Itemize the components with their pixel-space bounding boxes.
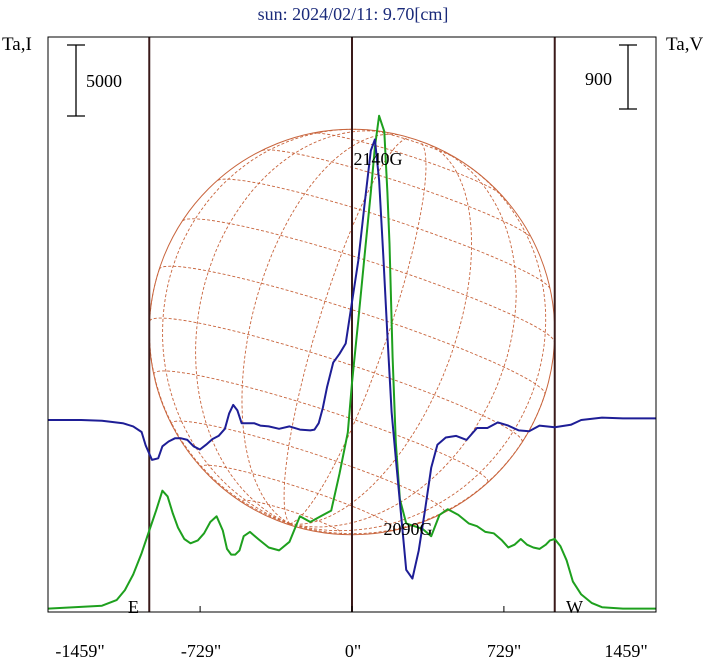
x-tick-label: 0" (345, 641, 361, 661)
x-tick-label: 1459" (604, 641, 647, 661)
data-series (47, 114, 656, 610)
annotations: 2140G 2090G (354, 149, 433, 539)
parallel-line (182, 218, 555, 342)
series-line-polarization (48, 138, 656, 580)
east-label: E (128, 597, 139, 617)
x-tick-label: -729" (181, 641, 221, 661)
parallel-line (367, 129, 459, 160)
y-right-label: Ta,V (666, 34, 703, 55)
scale-right-label: 900 (585, 69, 612, 89)
meridian-line (289, 144, 473, 525)
x-axis-ticks: -1459" -729" 0" 729" 1459" (47, 606, 657, 661)
parallel-line (312, 132, 502, 195)
scale-bar-right (619, 44, 637, 110)
annotation-label: 2090G (384, 519, 433, 539)
meridian-line (289, 151, 517, 528)
annotation-label: 2140G (354, 149, 403, 169)
x-tick-label: 729" (487, 641, 521, 661)
parallel-line (201, 464, 395, 532)
parallel-line (171, 420, 445, 514)
x-tick-label: -1459" (55, 641, 104, 661)
meridian-line (289, 165, 547, 532)
west-label: W (566, 597, 583, 617)
parallel-line (241, 499, 343, 535)
meridian-line (162, 128, 357, 525)
parallel-line (262, 149, 532, 239)
chart-title: sun: 2024/02/11: 9.70[cm] (258, 4, 449, 24)
y-left-label: Ta,I (2, 34, 32, 55)
scale-left-label: 5000 (86, 71, 122, 91)
scale-bar-left (67, 44, 85, 117)
vertical-marker-lines (148, 37, 556, 612)
meridian-line (241, 133, 400, 525)
parallel-line (149, 317, 523, 443)
series-line-intensity (47, 114, 656, 610)
